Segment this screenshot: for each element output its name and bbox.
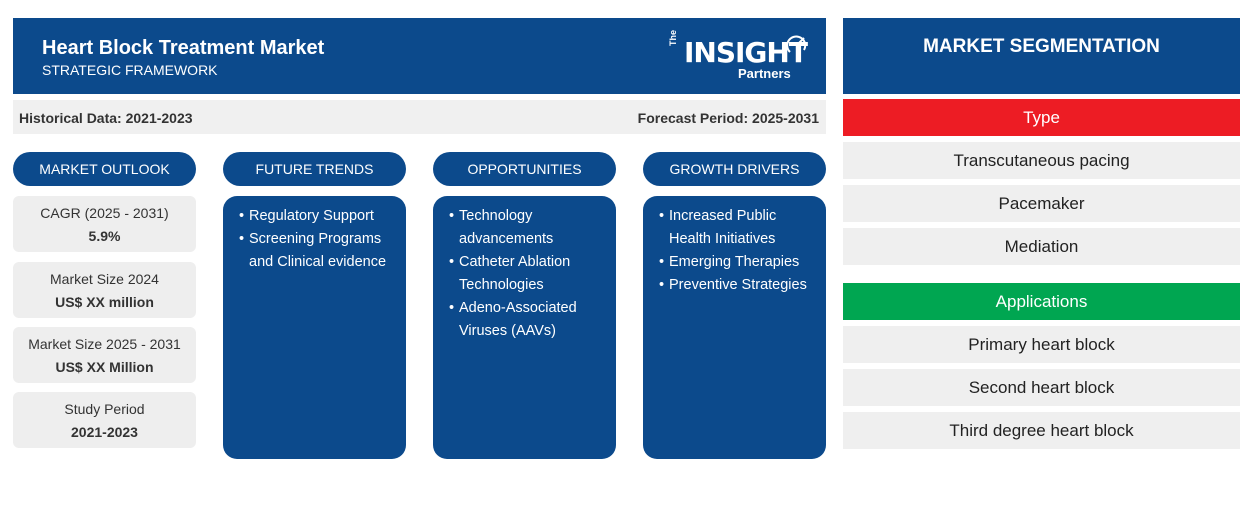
header-banner: Heart Block Treatment Market STRATEGIC F…	[13, 18, 826, 94]
segment-application-item: Third degree heart block	[843, 412, 1240, 449]
historical-period: Historical Data: 2021-2023	[19, 110, 193, 126]
stat-label: Study Period	[64, 401, 145, 417]
segment-applications-heading: Applications	[843, 283, 1240, 320]
logo-swoosh-icon	[786, 35, 807, 53]
list-item: Emerging Therapies	[659, 251, 818, 274]
stat-cagr: CAGR (2025 - 2031) 5.9%	[13, 196, 196, 252]
growth-drivers-heading: GROWTH DRIVERS	[643, 152, 826, 186]
stat-study-period: Study Period 2021-2023	[13, 392, 196, 448]
future-trends-panel: Regulatory Support Screening Programs an…	[223, 196, 406, 459]
growth-drivers-panel: Increased Public Health Initiatives Emer…	[643, 196, 826, 459]
market-outlook-heading: MARKET OUTLOOK	[13, 152, 196, 186]
list-item: Increased Public Health Initiatives	[659, 205, 818, 251]
page-title: Heart Block Treatment Market	[42, 37, 325, 59]
stat-market-size-forecast: Market Size 2025 - 2031 US$ XX Million	[13, 327, 196, 383]
stat-label: Market Size 2024	[50, 271, 159, 287]
list-item: Technology advancements	[449, 205, 608, 251]
forecast-period: Forecast Period: 2025-2031	[637, 110, 819, 126]
logo-the-text: The	[668, 29, 678, 46]
logo-partners-text: Partners	[738, 66, 791, 81]
insight-partners-logo: The INSIGHT Partners	[668, 30, 808, 82]
future-trends-heading: FUTURE TRENDS	[223, 152, 406, 186]
list-item: Regulatory Support	[239, 205, 398, 228]
segment-application-item: Second heart block	[843, 369, 1240, 406]
list-item: Catheter Ablation Technologies	[449, 251, 608, 297]
segment-type-item: Transcutaneous pacing	[843, 142, 1240, 179]
market-segmentation-heading: MARKET SEGMENTATION	[843, 18, 1240, 94]
stat-value: US$ XX million	[55, 294, 154, 310]
opportunities-heading: OPPORTUNITIES	[433, 152, 616, 186]
segment-type-item: Mediation	[843, 228, 1240, 265]
stat-label: Market Size 2025 - 2031	[28, 336, 181, 352]
stat-market-size-2024: Market Size 2024 US$ XX million	[13, 262, 196, 318]
opportunities-panel: Technology advancements Catheter Ablatio…	[433, 196, 616, 459]
stat-value: 5.9%	[88, 228, 121, 244]
stat-value: 2021-2023	[71, 424, 138, 440]
stat-label: CAGR (2025 - 2031)	[40, 205, 169, 221]
segment-type-heading: Type	[843, 99, 1240, 136]
stat-value: US$ XX Million	[55, 359, 154, 375]
list-item: Screening Programs and Clinical evidence	[239, 228, 398, 274]
segment-type-item: Pacemaker	[843, 185, 1240, 222]
period-bar: Historical Data: 2021-2023 Forecast Peri…	[13, 100, 826, 134]
segment-application-item: Primary heart block	[843, 326, 1240, 363]
page-subtitle: STRATEGIC FRAMEWORK	[42, 62, 218, 78]
list-item: Adeno-Associated Viruses (AAVs)	[449, 297, 608, 343]
list-item: Preventive Strategies	[659, 274, 818, 297]
